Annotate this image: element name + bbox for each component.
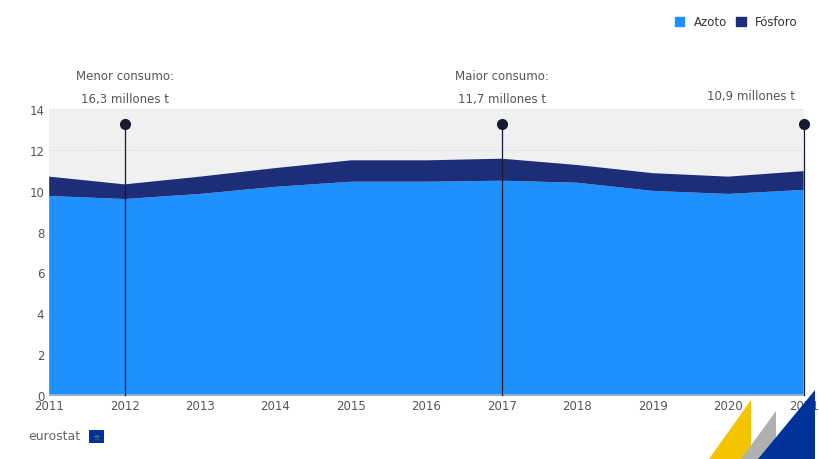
Legend: Azoto, Fósforo: Azoto, Fósforo — [674, 17, 797, 29]
Polygon shape — [708, 400, 750, 459]
Text: 16,3 millones t: 16,3 millones t — [80, 93, 169, 106]
Text: Maior consumo:: Maior consumo: — [455, 70, 548, 83]
Polygon shape — [740, 411, 775, 459]
Polygon shape — [758, 390, 814, 459]
Text: 10,9 millones t: 10,9 millones t — [707, 90, 794, 103]
Text: eurostat: eurostat — [29, 430, 81, 442]
Text: 11,7 millones t: 11,7 millones t — [457, 93, 545, 106]
Text: Menor consumo:: Menor consumo: — [75, 70, 174, 83]
Text: ☆: ☆ — [93, 434, 100, 440]
